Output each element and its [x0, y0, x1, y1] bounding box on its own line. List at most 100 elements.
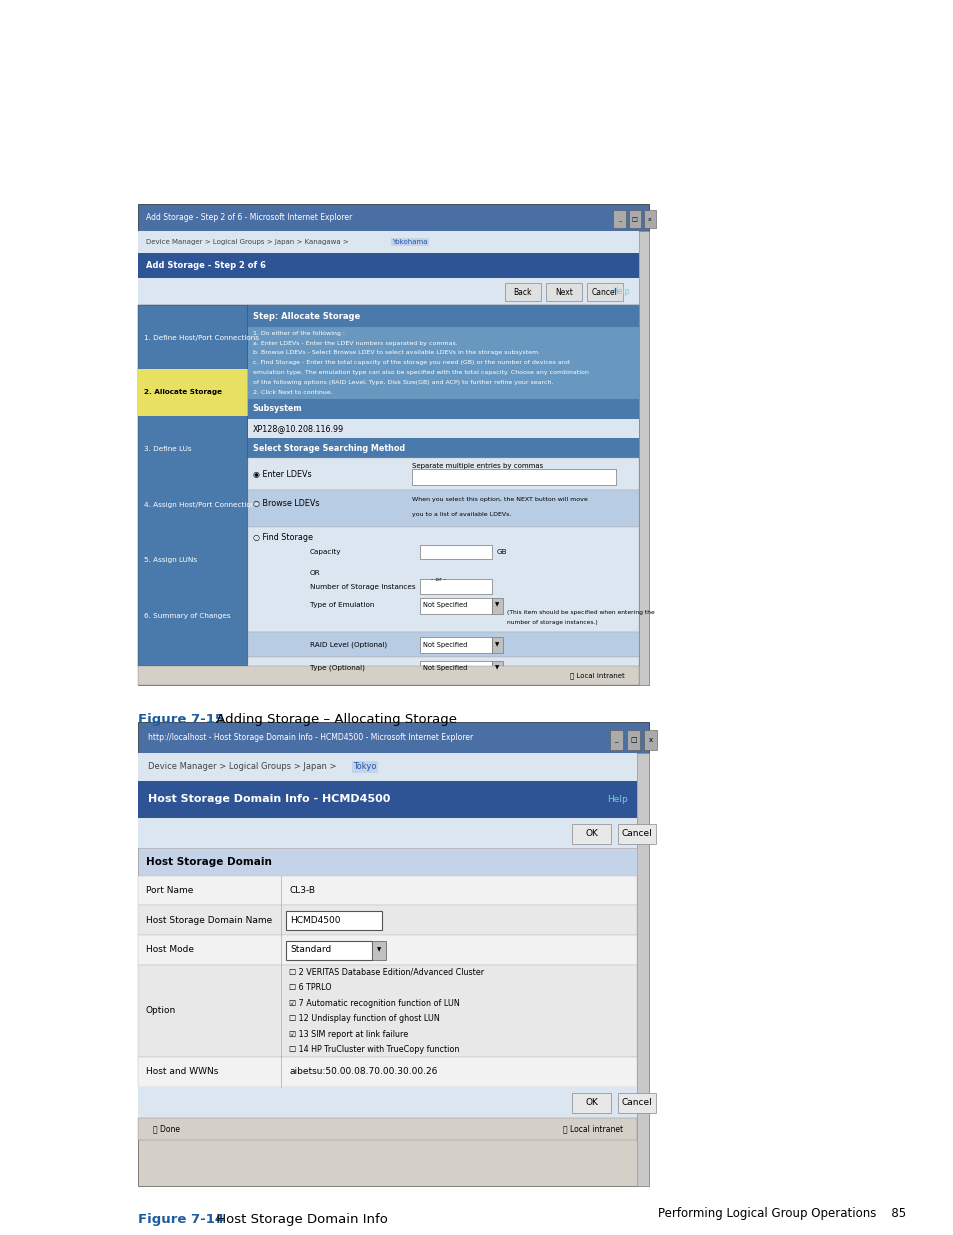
FancyBboxPatch shape — [419, 579, 491, 594]
Text: Cancel: Cancel — [591, 288, 618, 296]
Text: Device Manager > Logical Groups > Japan > Kanagawa >: Device Manager > Logical Groups > Japan … — [146, 240, 351, 245]
Text: Select Storage Searching Method: Select Storage Searching Method — [253, 443, 404, 453]
FancyBboxPatch shape — [637, 753, 648, 1186]
FancyBboxPatch shape — [626, 730, 639, 750]
Text: you to a list of available LDEVs.: you to a list of available LDEVs. — [412, 511, 511, 517]
Text: CL3-B: CL3-B — [289, 885, 314, 895]
FancyBboxPatch shape — [491, 598, 502, 614]
Text: ☐ 6 TPRLO: ☐ 6 TPRLO — [289, 983, 332, 992]
FancyBboxPatch shape — [138, 965, 637, 1057]
Text: GB: GB — [496, 550, 507, 555]
FancyBboxPatch shape — [572, 1093, 610, 1113]
Text: of the following options (RAID Level, Type, Disk Size(GB) and ACP) to further re: of the following options (RAID Level, Ty… — [253, 380, 553, 385]
FancyBboxPatch shape — [419, 545, 491, 559]
FancyBboxPatch shape — [138, 753, 637, 781]
Text: 1. Define Host/Port Connections: 1. Define Host/Port Connections — [144, 336, 259, 341]
Text: When you select this option, the NEXT button will move: When you select this option, the NEXT bu… — [412, 496, 587, 503]
Text: Not Specified: Not Specified — [422, 666, 467, 671]
Text: Device Manager > Logical Groups > Japan >: Device Manager > Logical Groups > Japan … — [148, 762, 338, 772]
Text: ▼: ▼ — [376, 947, 381, 952]
FancyBboxPatch shape — [419, 661, 491, 677]
Text: Help: Help — [612, 287, 629, 296]
FancyBboxPatch shape — [138, 1118, 637, 1140]
FancyBboxPatch shape — [248, 438, 639, 458]
Text: Add Storage - Step 2 of 6: Add Storage - Step 2 of 6 — [146, 261, 266, 270]
Text: ▼: ▼ — [495, 642, 499, 647]
FancyBboxPatch shape — [248, 419, 639, 438]
Text: ☐ 2 VERITAS Database Edition/Advanced Cluster: ☐ 2 VERITAS Database Edition/Advanced Cl… — [289, 968, 484, 977]
Text: 2. Click Next to continue.: 2. Click Next to continue. — [253, 390, 333, 395]
Text: ☐ 14 HP TruCluster with TrueCopy function: ☐ 14 HP TruCluster with TrueCopy functio… — [289, 1045, 459, 1053]
Text: XP128@10.208.116.99: XP128@10.208.116.99 — [253, 424, 344, 433]
Text: 1. Do either of the following :: 1. Do either of the following : — [253, 331, 344, 336]
FancyBboxPatch shape — [504, 283, 540, 301]
FancyBboxPatch shape — [248, 632, 639, 657]
FancyBboxPatch shape — [138, 781, 637, 818]
Text: 3. Define LUs: 3. Define LUs — [144, 446, 192, 452]
FancyBboxPatch shape — [138, 231, 648, 685]
FancyBboxPatch shape — [138, 848, 637, 876]
Text: □: □ — [630, 737, 636, 742]
FancyBboxPatch shape — [613, 210, 625, 228]
FancyBboxPatch shape — [618, 824, 656, 844]
Text: 4. Assign Host/Port Connections: 4. Assign Host/Port Connections — [144, 501, 259, 508]
Text: Option: Option — [146, 1007, 176, 1015]
Text: Type (Optional): Type (Optional) — [310, 664, 365, 672]
FancyBboxPatch shape — [609, 730, 622, 750]
Text: Add Storage - Step 2 of 6 - Microsoft Internet Explorer: Add Storage - Step 2 of 6 - Microsoft In… — [146, 212, 352, 222]
Text: - or -: - or - — [431, 577, 445, 582]
FancyBboxPatch shape — [138, 876, 637, 905]
FancyBboxPatch shape — [138, 722, 648, 753]
Text: (This item should be specified when entering the: (This item should be specified when ente… — [506, 610, 654, 615]
Text: ○ Find Storage: ○ Find Storage — [253, 532, 313, 542]
Text: Separate multiple entries by commas: Separate multiple entries by commas — [412, 463, 543, 469]
Text: Figure 7-14: Figure 7-14 — [138, 1213, 224, 1226]
Text: x: x — [648, 737, 652, 742]
FancyBboxPatch shape — [248, 399, 639, 419]
FancyBboxPatch shape — [643, 730, 657, 750]
Text: a. Enter LDEVs - Enter the LDEV numbers separated by commas.: a. Enter LDEVs - Enter the LDEV numbers … — [253, 341, 457, 346]
Text: Not Specified: Not Specified — [422, 603, 467, 608]
FancyBboxPatch shape — [138, 369, 248, 416]
FancyBboxPatch shape — [419, 598, 491, 614]
FancyBboxPatch shape — [286, 941, 372, 960]
Text: Capacity: Capacity — [310, 550, 341, 555]
Text: Subsystem: Subsystem — [253, 404, 302, 414]
FancyBboxPatch shape — [586, 283, 622, 301]
FancyBboxPatch shape — [419, 637, 491, 653]
FancyBboxPatch shape — [491, 661, 502, 677]
Text: Adding Storage – Allocating Storage: Adding Storage – Allocating Storage — [212, 713, 456, 726]
FancyBboxPatch shape — [138, 231, 639, 253]
Text: _: _ — [614, 737, 618, 742]
FancyBboxPatch shape — [286, 911, 381, 930]
Text: b. Browse LDEVs - Select Browse LDEV to select available LDEVs in the storage su: b. Browse LDEVs - Select Browse LDEV to … — [253, 351, 539, 356]
Text: aibetsu:50.00.08.70.00.30.00.26: aibetsu:50.00.08.70.00.30.00.26 — [289, 1067, 437, 1077]
Text: 🌐 Local intranet: 🌐 Local intranet — [570, 672, 624, 679]
FancyBboxPatch shape — [248, 305, 639, 327]
Text: x: x — [648, 216, 651, 222]
Text: 2. Allocate Storage: 2. Allocate Storage — [144, 389, 222, 395]
Text: c. Find Storage - Enter the total capacity of the storage you need (GB) or the n: c. Find Storage - Enter the total capaci… — [253, 361, 569, 366]
Text: 🌐 Local intranet: 🌐 Local intranet — [562, 1124, 622, 1134]
Text: 📄 Done: 📄 Done — [152, 1124, 179, 1134]
Text: 6. Summary of Changes: 6. Summary of Changes — [144, 613, 231, 619]
FancyBboxPatch shape — [248, 458, 639, 490]
FancyBboxPatch shape — [138, 935, 637, 965]
Text: Type of Emulation: Type of Emulation — [310, 603, 374, 608]
Text: Performing Logical Group Operations    85: Performing Logical Group Operations 85 — [658, 1207, 905, 1220]
Text: Tokyo: Tokyo — [353, 762, 376, 772]
Text: Number of Storage Instances: Number of Storage Instances — [310, 584, 416, 589]
FancyBboxPatch shape — [248, 657, 639, 679]
FancyBboxPatch shape — [628, 210, 640, 228]
Text: Host Storage Domain: Host Storage Domain — [146, 857, 272, 867]
Text: _: _ — [618, 216, 620, 222]
FancyBboxPatch shape — [138, 204, 648, 231]
Text: 5. Assign LUNs: 5. Assign LUNs — [144, 557, 197, 563]
FancyBboxPatch shape — [138, 666, 639, 685]
FancyBboxPatch shape — [491, 637, 502, 653]
FancyBboxPatch shape — [572, 824, 610, 844]
Text: OK: OK — [584, 829, 598, 839]
Text: Host Storage Domain Name: Host Storage Domain Name — [146, 915, 272, 925]
FancyBboxPatch shape — [372, 941, 386, 960]
FancyBboxPatch shape — [138, 905, 637, 935]
